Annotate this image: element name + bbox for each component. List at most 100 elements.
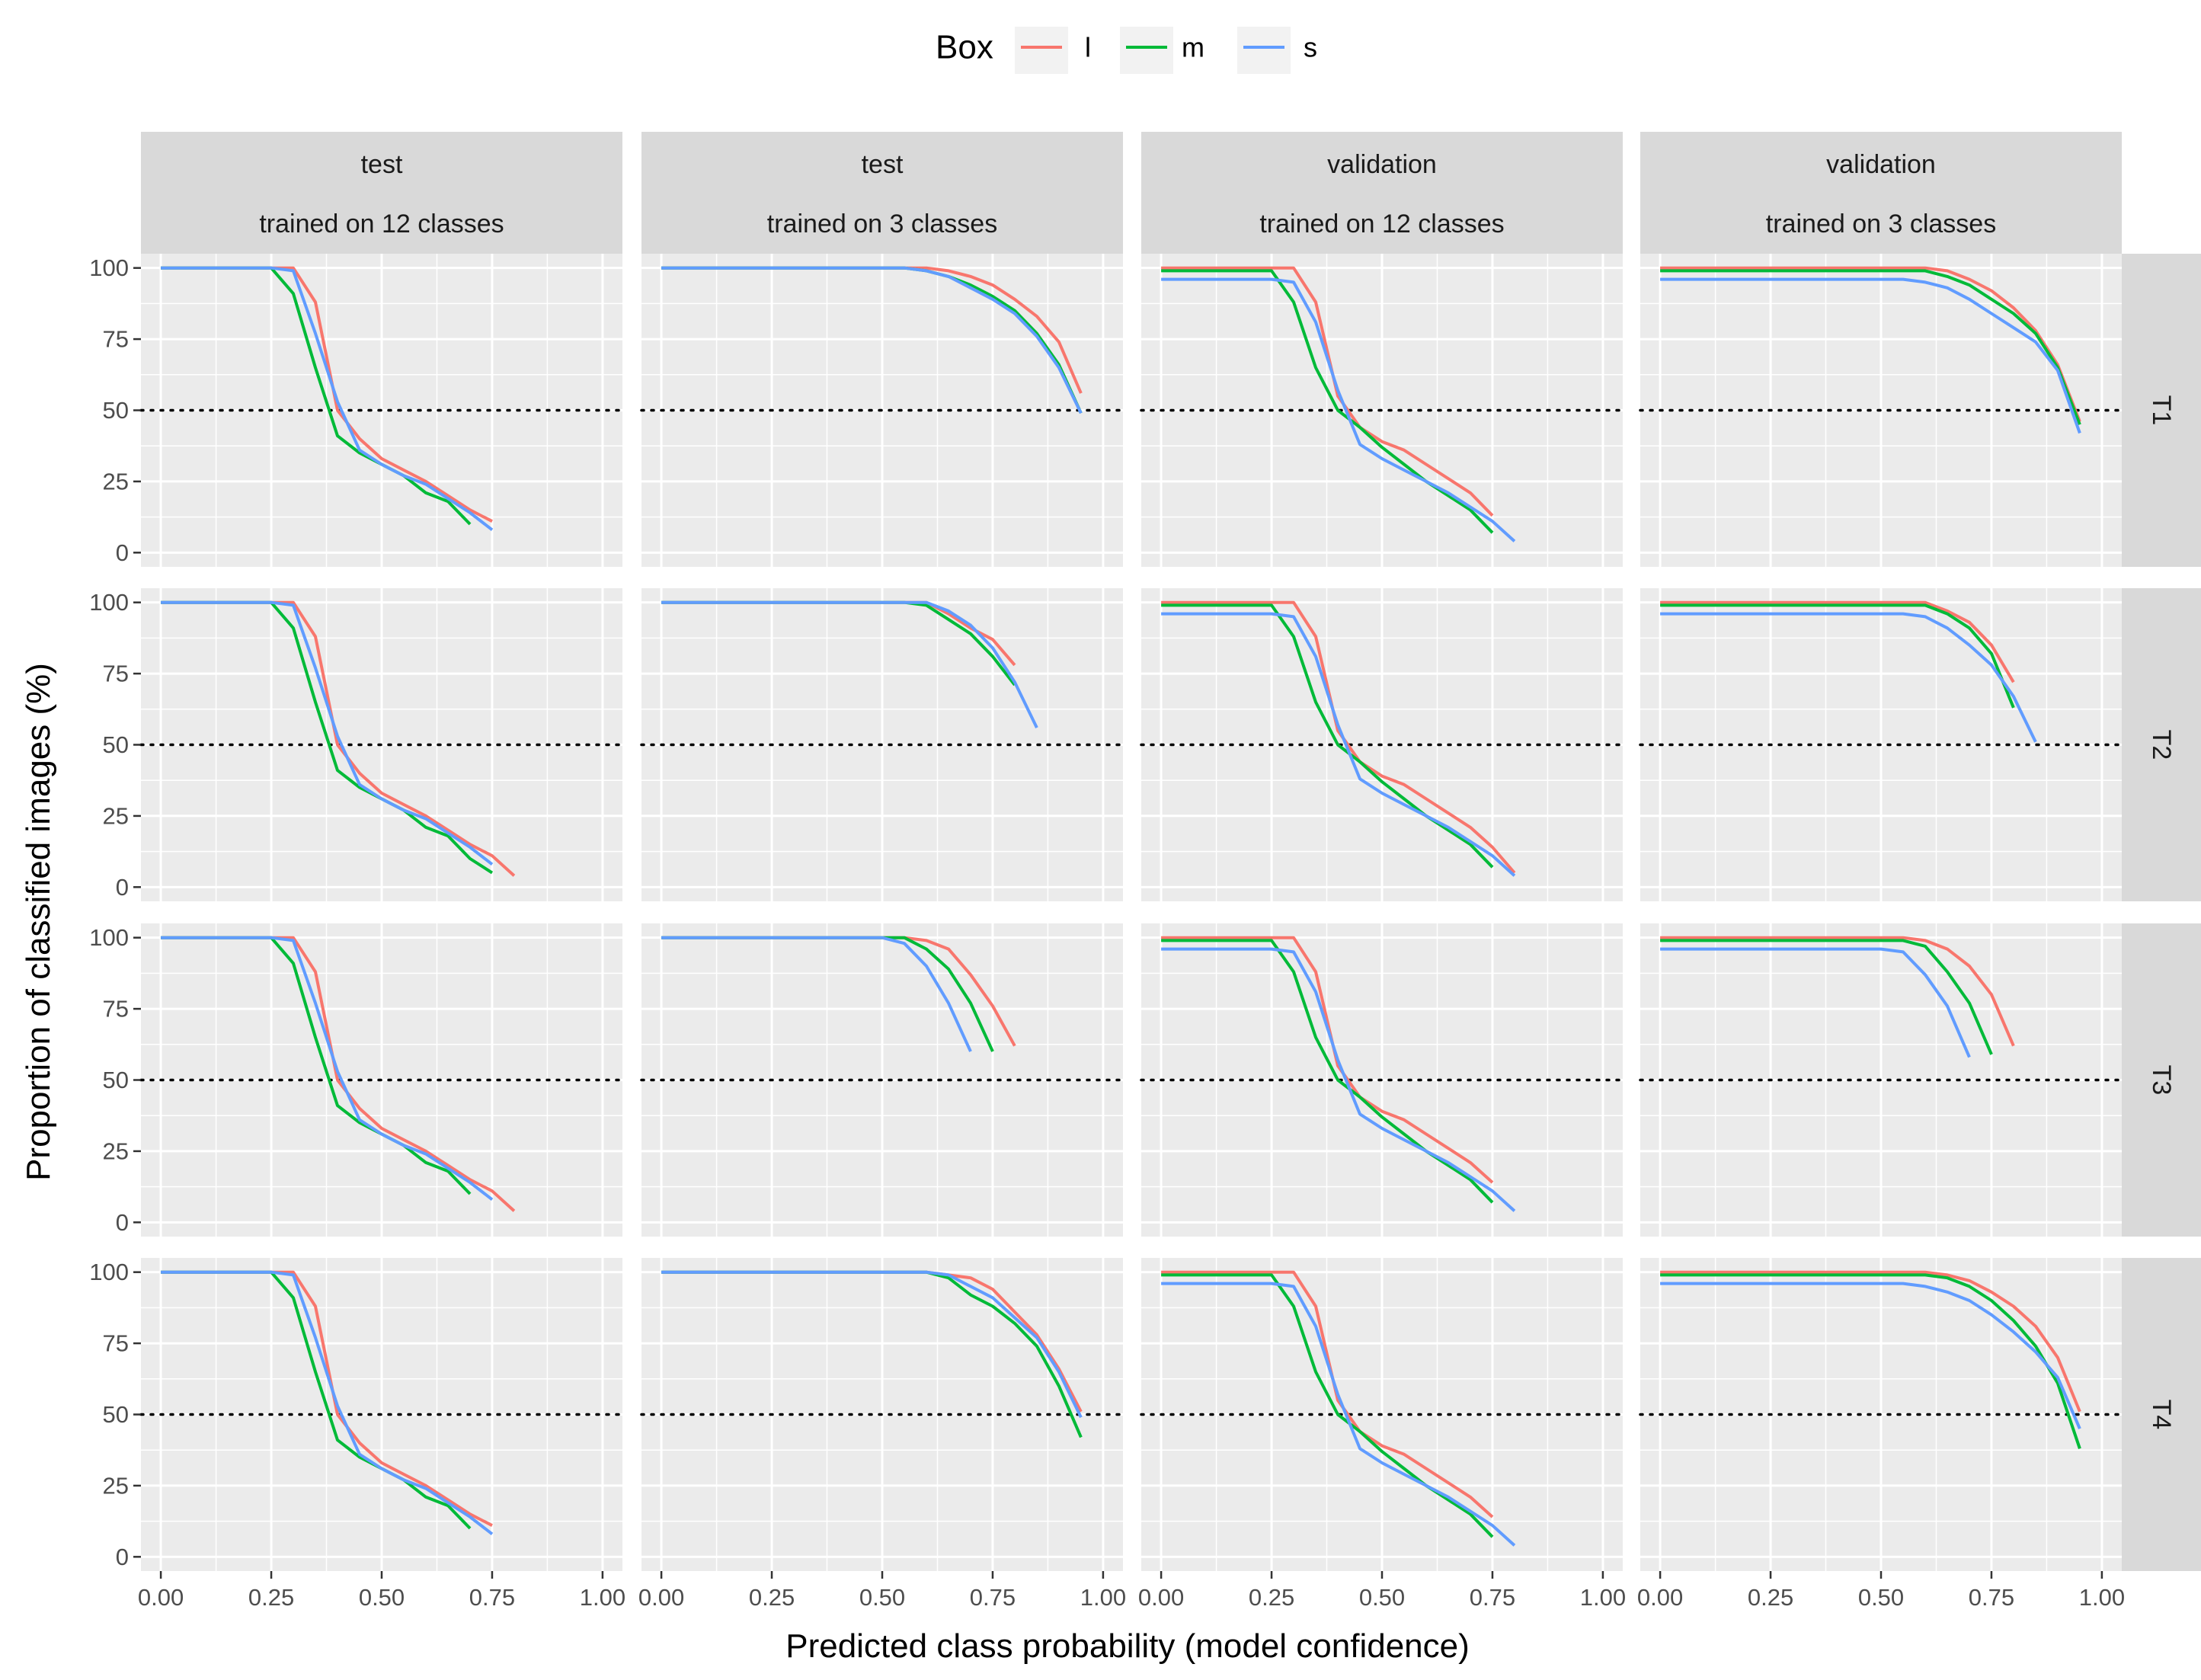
series-line-s (161, 266, 494, 531)
series-line-s (661, 1270, 1083, 1419)
series-line-s (1660, 612, 2037, 743)
panel (640, 1258, 1124, 1571)
legend-label: m (1182, 32, 1204, 63)
legend-key (1237, 27, 1291, 74)
series-line-s (1660, 277, 2081, 434)
x-tick-label: 0.00 (638, 1584, 684, 1611)
panel (1639, 1258, 2123, 1571)
y-tick-label: 75 (103, 326, 129, 353)
series-line-s (161, 936, 494, 1201)
series-line-l (1660, 266, 2081, 423)
legend-key (1120, 27, 1173, 74)
y-tick-label: 0 (116, 874, 129, 901)
series-line-s (1161, 947, 1516, 1212)
column-strip: validation trained on 3 classes (1640, 132, 2122, 254)
series-line-l (161, 1270, 493, 1527)
panel (1639, 588, 2123, 901)
series-line-s (1660, 1282, 2081, 1429)
y-tick-label: 0 (116, 1544, 129, 1570)
panels (139, 254, 2123, 1571)
panel (640, 254, 1124, 567)
row-strip-label: T1 (2147, 395, 2176, 426)
panel (1639, 254, 2123, 567)
axes: 0 25 50 75 100 0 25 50 75 100 0 25 50 75 100 0 25 50 75 100… (89, 254, 2125, 1611)
y-tick-label: 50 (103, 731, 129, 758)
series-line-m (161, 1270, 472, 1530)
column-strip: validation trained on 12 classes (1141, 132, 1623, 254)
x-tick-label: 0.00 (1138, 1584, 1184, 1611)
series-line-m (161, 266, 472, 526)
series-line-l (161, 936, 516, 1212)
series-line-s (1660, 947, 1971, 1058)
panel (139, 923, 624, 1237)
series-line-m (1161, 269, 1494, 534)
column-strips: test trained on 12 classes test trained on … (141, 132, 2122, 254)
series-line-l (161, 600, 516, 877)
y-tick-label: 100 (89, 924, 129, 951)
panel (1140, 1258, 1624, 1571)
row-strip: T3 (2122, 923, 2201, 1237)
row-strip-label: T3 (2147, 1065, 2176, 1096)
row-strips: T1 T2 T3 T4 (2122, 254, 2201, 1571)
x-tick-label: 0.75 (1470, 1584, 1515, 1611)
column-strip-label: trained on 3 classes (1766, 210, 1996, 238)
column-strip-label: validation (1327, 150, 1437, 179)
series-line-m (161, 936, 472, 1195)
x-tick-label: 0.25 (248, 1584, 294, 1611)
row-strip-label: T4 (2147, 1400, 2176, 1430)
series-line-l (161, 266, 493, 523)
legend-item-m: m (1120, 27, 1204, 74)
x-tick-label: 0.25 (1748, 1584, 1793, 1611)
series-line-l (1161, 1270, 1494, 1518)
series-line-m (1660, 603, 2015, 709)
series-line-s (661, 266, 1083, 414)
x-tick-label: 1.00 (2079, 1584, 2125, 1611)
x-tick-label: 0.50 (359, 1584, 405, 1611)
x-tick-label: 0.75 (970, 1584, 1016, 1611)
y-tick-label: 50 (103, 1401, 129, 1428)
column-strip-label: test (862, 150, 904, 179)
y-tick-label: 25 (103, 1138, 129, 1164)
row-strip: T4 (2122, 1258, 2201, 1571)
series-line-s (161, 1270, 494, 1535)
row-strip: T2 (2122, 588, 2201, 901)
series-line-s (661, 600, 1038, 728)
legend-item-s: s (1237, 27, 1317, 74)
x-tick-label: 1.00 (1080, 1584, 1126, 1611)
x-tick-label: 0.75 (469, 1584, 515, 1611)
column-strip: test trained on 12 classes (141, 132, 622, 254)
series-line-m (1161, 603, 1494, 869)
panel (1140, 254, 1624, 567)
y-tick-label: 100 (89, 589, 129, 616)
series-line-l (1660, 1270, 2081, 1413)
x-tick-label: 0.25 (749, 1584, 795, 1611)
y-tick-label: 75 (103, 661, 129, 687)
x-tick-label: 0.25 (1249, 1584, 1294, 1611)
y-tick-label: 50 (103, 397, 129, 424)
x-tick-label: 0.00 (1637, 1584, 1683, 1611)
x-tick-label: 0.75 (1969, 1584, 2014, 1611)
x-axis-title: Predicted class probability (model confi… (785, 1627, 1470, 1665)
x-tick-label: 0.50 (1359, 1584, 1405, 1611)
y-tick-label: 75 (103, 996, 129, 1022)
series-line-s (661, 936, 972, 1052)
legend-label: s (1304, 32, 1317, 63)
series-line-l (1161, 266, 1494, 517)
y-tick-label: 100 (89, 1259, 129, 1285)
legend: Box l m s (936, 27, 1317, 74)
y-tick-label: 25 (103, 468, 129, 494)
y-tick-label: 100 (89, 254, 129, 281)
series-line-l (1161, 600, 1516, 874)
x-tick-label: 0.50 (859, 1584, 905, 1611)
panel (139, 588, 624, 901)
series-line-s (1161, 277, 1516, 542)
panel (139, 254, 624, 567)
column-strip-label: trained on 3 classes (767, 210, 997, 238)
x-tick-label: 1.00 (580, 1584, 625, 1611)
panel (640, 588, 1124, 901)
y-axis-title: Proportion of classified images (%) (20, 663, 57, 1181)
x-tick-label: 0.00 (138, 1584, 184, 1611)
x-tick-label: 0.50 (1858, 1584, 1904, 1611)
panel (640, 923, 1124, 1237)
series-line-l (1161, 936, 1494, 1184)
